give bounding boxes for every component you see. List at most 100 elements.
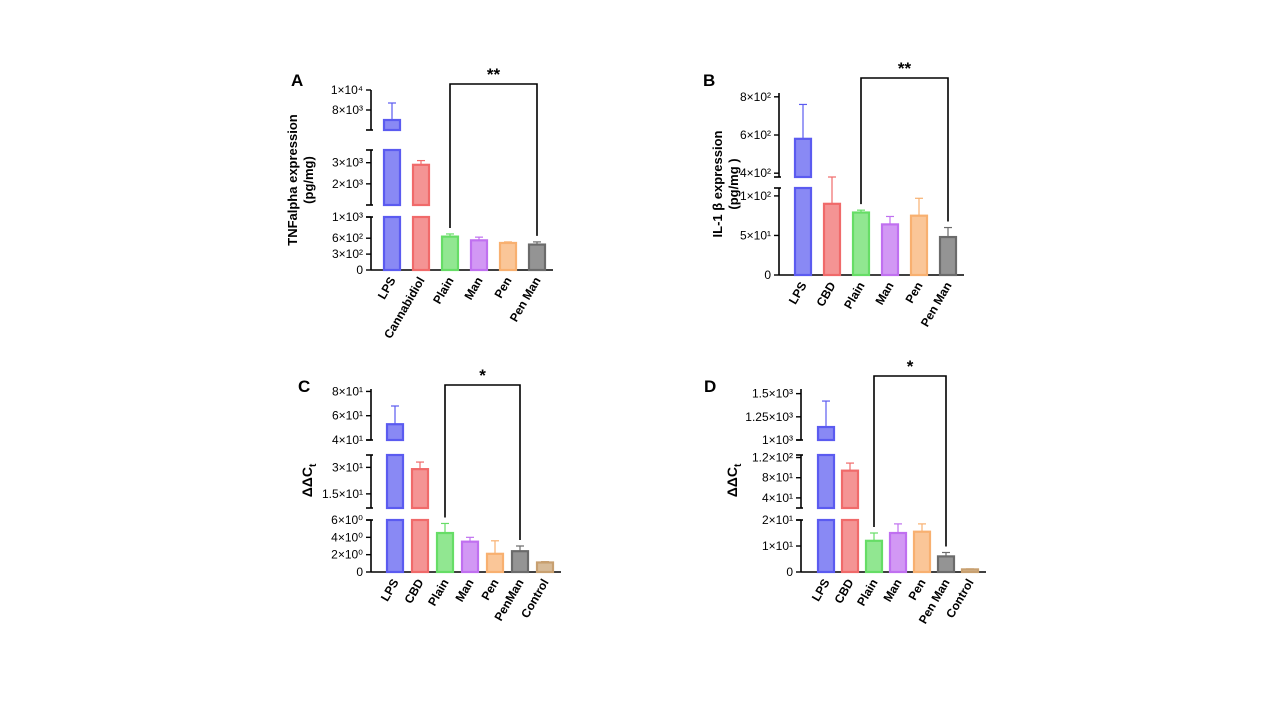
significance-label: ** — [898, 59, 912, 78]
y-tick-label: 2×10³ — [332, 177, 363, 191]
y-tick-label: 5×10¹ — [740, 228, 771, 242]
bar-lps — [382, 215, 402, 272]
bar-lps-upper — [382, 118, 402, 132]
y-tick-label: 0 — [356, 263, 363, 277]
y-axis-title: ΔΔCt — [299, 463, 319, 497]
bar-cbd-upper — [840, 469, 860, 510]
bar-lps — [793, 186, 813, 277]
bar-cbd — [410, 518, 430, 574]
bar-lps — [816, 518, 836, 574]
bar-plain — [440, 235, 460, 272]
bar-man — [469, 239, 489, 272]
x-category-label: LPS — [809, 577, 833, 604]
significance-bracket — [873, 375, 947, 547]
panel-a-letter: A — [291, 71, 303, 90]
bar-control — [535, 561, 555, 574]
y-tick-label: 1.25×10³ — [745, 410, 793, 424]
bar-cbd-upper — [410, 468, 430, 510]
bar-penman — [510, 550, 530, 574]
bar-pen — [909, 214, 929, 277]
bar-pen-man — [938, 235, 958, 277]
bar-cannabidiol — [411, 215, 431, 272]
panel-d-chart: D 0 1×10¹ 2×10¹ 4×10¹ 8×10¹ 1.2×10² 1×10³ 1.25×… — [704, 357, 986, 626]
y-tick-label: 1.2×10² — [752, 451, 793, 465]
x-category-label: Pen — [491, 275, 514, 301]
panel-c-chart: C 0 2×10⁰ 4×10⁰ 6×10⁰ 1.5×10¹ 3×10¹ 4×10¹ 6×10¹… — [298, 366, 561, 623]
bar-pen-man — [936, 555, 956, 574]
x-category-label: Pen — [902, 280, 925, 306]
significance-bracket — [449, 83, 538, 236]
x-category-label: LPS — [786, 280, 810, 307]
bar-lps-upper — [816, 453, 836, 510]
y-tick-label: 4×10¹ — [762, 491, 793, 505]
bar-pen — [498, 241, 518, 272]
y-tick-label: 1.5×10³ — [752, 387, 793, 401]
y-tick-label: 3×10¹ — [332, 460, 363, 474]
y-tick-label: 2×10⁰ — [331, 548, 363, 562]
y-tick-label: 8×10¹ — [332, 384, 363, 398]
bar-man — [460, 540, 480, 574]
y-tick-label: 0 — [764, 268, 771, 282]
x-category-label: Man — [880, 577, 904, 605]
x-category-label: CBD — [813, 279, 838, 309]
bar-plain — [435, 531, 455, 574]
y-tick-label: 8×10² — [740, 90, 771, 104]
significance-label: * — [907, 357, 914, 376]
y-tick-label: 1×10³ — [332, 210, 363, 224]
bar-lps-upper — [382, 148, 402, 207]
y-tick-label: 4×10² — [740, 166, 771, 180]
bar-man — [888, 531, 908, 574]
bar-cannabidiol-upper — [411, 163, 431, 207]
y-tick-label: 3×10³ — [332, 156, 363, 170]
bar-lps-upper — [793, 137, 813, 179]
bar-lps-upper — [816, 425, 836, 442]
significance-bracket — [860, 77, 949, 222]
significance-label: ** — [487, 65, 501, 84]
y-tick-label: 4×10⁰ — [331, 530, 363, 544]
y-tick-label: 3×10² — [332, 247, 363, 261]
y-tick-label: 6×10¹ — [332, 409, 363, 423]
y-tick-label: 4×10¹ — [332, 433, 363, 447]
y-tick-label: 1×10⁴ — [331, 83, 363, 97]
y-tick-label: 6×10² — [740, 128, 771, 142]
bar-control — [960, 568, 980, 574]
x-category-label: Plain — [841, 280, 867, 312]
panel-a-chart: A 0 3×10² 6×10² 1×10³ 2×10³ 3×10³ 8×10³ 1×10⁴ LP… — [285, 65, 553, 341]
x-category-label: LPS — [375, 275, 399, 302]
bar-lps-upper — [385, 453, 405, 510]
panel-b-letter: B — [703, 71, 715, 90]
bar-pen-man — [527, 243, 547, 272]
x-category-label: Man — [452, 577, 476, 605]
bar-plain — [864, 539, 884, 574]
x-category-label: Man — [872, 280, 896, 308]
bar-plain — [851, 211, 871, 277]
y-tick-label: 8×10¹ — [762, 471, 793, 485]
y-tick-label: 1×10¹ — [762, 539, 793, 553]
y-axis-title: TNFalpha expression(pg/mg) — [285, 114, 316, 246]
panel-b-chart: B 0 5×10¹ 1×10² 4×10² 6×10² 8×10² LPS CBD Plain M… — [703, 59, 964, 329]
y-tick-label: 0 — [356, 565, 363, 579]
y-tick-label: 6×10² — [332, 231, 363, 245]
y-tick-label: 1.5×10¹ — [322, 487, 363, 501]
significance-label: * — [479, 366, 486, 385]
bar-man — [880, 223, 900, 277]
bar-lps — [385, 518, 405, 574]
y-tick-label: 6×10⁰ — [331, 513, 363, 527]
y-axis-title: IL-1 β expression(pg/mg ) — [710, 130, 741, 237]
y-tick-label: 8×10³ — [332, 103, 363, 117]
bar-pen — [912, 530, 932, 574]
y-tick-label: 1×10² — [740, 189, 771, 203]
x-category-label: Plain — [425, 577, 451, 609]
bar-pen — [485, 552, 505, 574]
y-tick-label: 1×10³ — [762, 433, 793, 447]
y-axis-title: ΔΔCt — [724, 463, 744, 497]
bar-cbd — [840, 518, 860, 574]
x-category-label: Man — [461, 275, 485, 303]
panel-d-letter: D — [704, 377, 716, 396]
y-tick-label: 0 — [786, 565, 793, 579]
panel-c-letter: C — [298, 377, 310, 396]
x-category-label: CBD — [401, 576, 426, 606]
x-category-label: Plain — [854, 577, 880, 609]
bar-cbd — [822, 202, 842, 277]
